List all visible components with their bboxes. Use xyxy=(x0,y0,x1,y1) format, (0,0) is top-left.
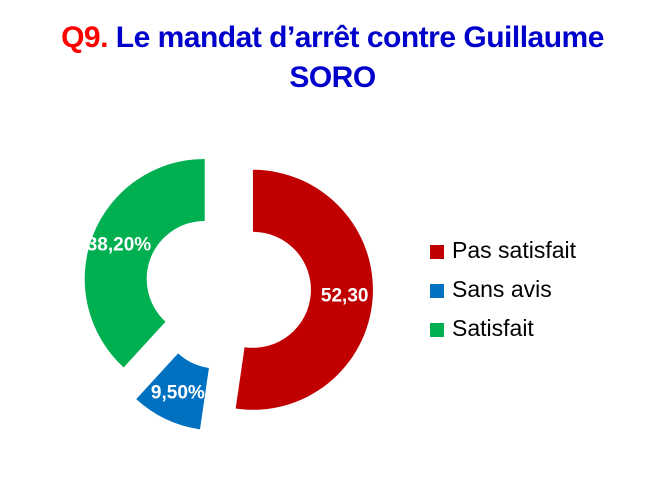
title-number: Q9. xyxy=(61,21,108,54)
donut-slice xyxy=(84,158,205,368)
legend-label: Pas satisfait xyxy=(452,237,577,263)
legend-label: Satisfait xyxy=(452,315,534,341)
title-text: Le mandat d’arrêt contre Guillaume SORO xyxy=(115,21,605,94)
donut-slice xyxy=(235,169,373,410)
legend-swatch xyxy=(430,245,444,259)
legend-swatch xyxy=(430,323,444,337)
legend-swatch xyxy=(430,284,444,298)
data-label: 52,30 xyxy=(321,285,369,306)
data-label: 38,20% xyxy=(87,235,152,256)
data-label: 9,50% xyxy=(151,383,205,404)
legend-label: Sans avis xyxy=(452,276,552,302)
donut-slice xyxy=(136,353,209,430)
chart-title: Q9. Le mandat d’arrêt contre Guillaume S… xyxy=(20,18,645,98)
